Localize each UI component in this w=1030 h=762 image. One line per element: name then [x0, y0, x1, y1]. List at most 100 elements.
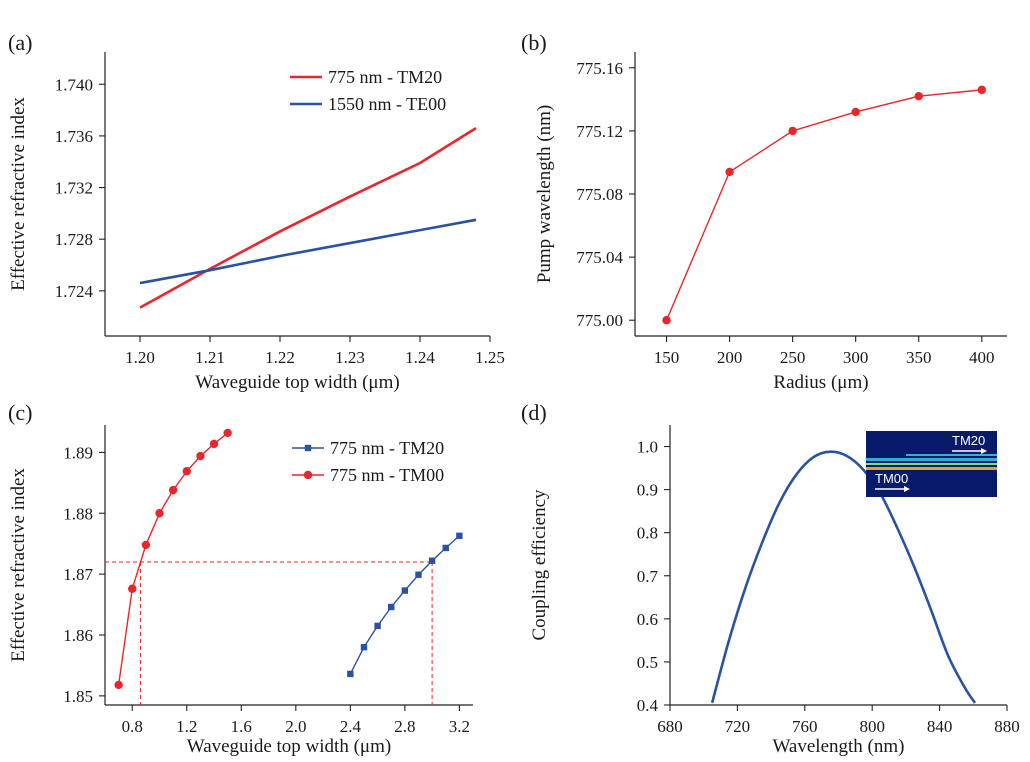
data-point	[388, 603, 395, 611]
x-tick-label: 2.0	[285, 717, 306, 736]
x-tick-label: 760	[792, 717, 818, 736]
inset-band	[906, 454, 997, 456]
y-tick-label: 0.4	[637, 696, 659, 715]
data-point	[725, 167, 734, 177]
y-axis-title: Effective refractive index	[8, 468, 29, 662]
x-axis-title: Waveguide top width (μm)	[195, 372, 399, 393]
x-tick-label: 200	[717, 348, 743, 367]
y-tick-label: 1.88	[63, 504, 93, 523]
data-point	[209, 439, 219, 449]
x-tick-label: 1.24	[405, 348, 435, 367]
legend-label: 775 nm - TM20	[330, 438, 444, 458]
data-point	[788, 126, 797, 136]
y-axis-title: Pump wavelength (nm)	[534, 105, 555, 283]
y-tick-label: 0.6	[637, 610, 658, 629]
x-tick-label: 350	[906, 348, 932, 367]
x-tick-label: 1.2	[176, 717, 197, 736]
series-line-775-nm---tm20	[349, 535, 460, 675]
data-point	[374, 622, 381, 630]
y-axis-title: Effective refractive index	[8, 97, 29, 291]
legend-label: 775 nm - TM00	[330, 465, 444, 485]
chart-panel-1: (a) 1.20 1.21 1.22 1.23 1.24 1.25 1.724 1.728 1.7…	[8, 30, 505, 393]
y-tick-label: 775.12	[576, 122, 623, 141]
series-line-coupling	[710, 450, 977, 704]
inset-band	[866, 458, 997, 461]
data-point	[662, 316, 671, 325]
legend-label: 1550 nm - TE00	[328, 94, 446, 114]
data-point	[977, 85, 986, 95]
inset-top-label: TM20	[952, 433, 985, 448]
y-tick-label: 1.86	[63, 626, 93, 645]
chart-panel-4: (d) 680 720 760 800 840 880 0.4 0.5 0.6 0.7 0.8 0.9 1…	[521, 400, 1020, 757]
y-tick-label: 1.87	[63, 565, 93, 584]
data-point	[196, 451, 205, 461]
x-tick-label: 1.25	[475, 348, 505, 367]
data-point	[155, 509, 164, 518]
data-point	[428, 557, 436, 564]
y-tick-label: 1.85	[63, 687, 93, 706]
x-tick-label: 800	[859, 717, 885, 736]
x-tick-label: 1.22	[265, 348, 295, 367]
x-tick-label: 0.8	[122, 717, 143, 736]
inset-arrowhead-bottom	[904, 486, 910, 492]
x-tick-label: 840	[927, 717, 953, 736]
x-tick-label: 1.6	[231, 717, 252, 736]
y-tick-label: 1.736	[55, 127, 93, 146]
data-point	[914, 91, 923, 101]
inset-arrowhead-top	[981, 448, 987, 454]
data-point	[223, 428, 232, 438]
y-tick-label: 775.04	[576, 248, 623, 267]
inset-band	[866, 467, 997, 470]
y-tick-label: 1.732	[55, 179, 93, 198]
y-tick-label: 775.16	[576, 59, 623, 78]
chart-panel-2: (b) 150 200 250 300 350 400 775.00 775.04 775.08 7…	[521, 30, 1007, 393]
y-tick-label: 1.724	[55, 282, 94, 301]
data-point	[415, 571, 422, 578]
data-point	[851, 107, 860, 117]
x-tick-label: 1.21	[195, 348, 225, 367]
series-line-pump	[665, 89, 982, 321]
panel-label: (a)	[8, 30, 32, 55]
y-tick-label: 1.728	[55, 230, 93, 249]
legend-label: 775 nm - TM20	[328, 67, 442, 87]
x-tick-label: 250	[780, 348, 806, 367]
data-point	[141, 540, 151, 550]
panel-label: (d)	[521, 400, 547, 425]
y-tick-label: 0.9	[637, 481, 658, 500]
legend-marker	[304, 444, 312, 452]
x-tick-label: 2.4	[340, 717, 362, 736]
x-tick-label: 1.23	[335, 348, 365, 367]
y-tick-label: 0.5	[637, 653, 658, 672]
data-point	[168, 485, 178, 495]
x-tick-label: 680	[657, 717, 683, 736]
x-tick-label: 150	[654, 348, 680, 367]
legend-marker	[303, 470, 313, 480]
series-line-775-nm---tm20	[139, 127, 477, 309]
data-point	[114, 680, 123, 690]
chart-panel-3: (c) 0.8 1.2 1.6 2.0 2.4 2.8 3.2 1.85 1.86 1.87 1.88…	[8, 400, 473, 757]
inset-bottom-label: TM00	[875, 471, 908, 486]
series-line-1550-nm---te00	[139, 218, 477, 285]
x-axis-title: Wavelength (nm)	[773, 736, 905, 757]
x-axis-title: Radius (μm)	[773, 372, 868, 393]
y-tick-label: 1.740	[55, 75, 93, 94]
panel-label: (b)	[521, 30, 547, 55]
y-tick-label: 1.89	[63, 443, 93, 462]
data-point	[182, 467, 191, 476]
y-axis-title: Coupling efficiency	[529, 489, 550, 641]
x-tick-label: 720	[725, 717, 751, 736]
inset-band	[866, 463, 997, 465]
x-tick-label: 3.2	[449, 717, 470, 736]
y-tick-label: 775.08	[576, 185, 623, 204]
x-tick-label: 1.20	[125, 348, 155, 367]
x-tick-label: 400	[969, 348, 995, 367]
x-tick-label: 2.8	[394, 717, 415, 736]
series-line-775-nm---tm00	[117, 432, 229, 686]
data-point	[360, 643, 368, 651]
panel-label: (c)	[8, 400, 32, 425]
y-tick-label: 775.00	[576, 311, 623, 330]
x-axis-title: Waveguide top width (μm)	[187, 736, 391, 757]
data-point	[456, 532, 463, 539]
x-tick-label: 880	[994, 717, 1020, 736]
